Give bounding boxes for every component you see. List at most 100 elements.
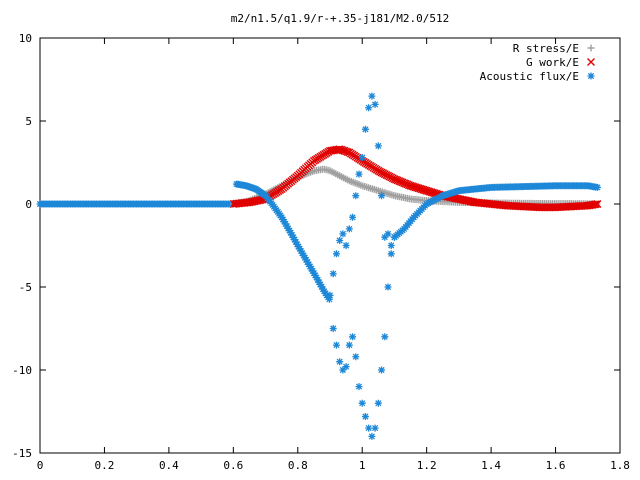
data-point [361, 412, 369, 420]
data-point [384, 230, 392, 238]
data-point [292, 238, 300, 246]
data-point [318, 283, 326, 291]
x-tick-label: 0.8 [288, 459, 308, 472]
data-point [294, 243, 302, 251]
data-point [326, 291, 334, 299]
y-tick-label: -10 [12, 364, 32, 377]
legend-marker [587, 58, 595, 66]
data-point [339, 230, 347, 238]
data-point [301, 254, 309, 262]
data-point [593, 183, 601, 191]
data-point [311, 271, 319, 279]
data-point [336, 237, 344, 245]
data-point [336, 358, 344, 366]
data-point [332, 250, 340, 258]
data-point [593, 200, 602, 208]
data-point [298, 249, 306, 257]
data-point [342, 242, 350, 249]
legend-label: R stress/E [513, 42, 579, 55]
data-point [332, 341, 340, 349]
data-point [296, 245, 304, 253]
data-point [378, 192, 386, 200]
data-point [280, 218, 288, 226]
data-point [315, 278, 323, 286]
data-point [314, 276, 322, 284]
data-point [329, 325, 337, 332]
x-tick-label: 0 [37, 459, 44, 472]
data-point [316, 281, 324, 289]
chart-title: m2/n1.5/q1.9/r-+.35-j181/M2.0/512 [231, 12, 450, 25]
x-tick-label: 1.6 [546, 459, 566, 472]
y-tick-label: 0 [25, 198, 32, 211]
x-tick-label: 1.4 [481, 459, 501, 472]
data-point [384, 283, 392, 291]
data-point [355, 170, 363, 178]
data-point [300, 251, 308, 259]
data-point [591, 200, 600, 209]
x-tick-label: 1 [359, 459, 366, 472]
data-point [303, 258, 311, 266]
data-point [371, 100, 379, 108]
data-point [305, 260, 313, 268]
data-marks [36, 92, 602, 440]
data-point [365, 104, 373, 112]
data-point [374, 399, 382, 407]
data-point [325, 295, 333, 303]
x-tick-label: 1.8 [610, 459, 630, 472]
legend-label: G work/E [526, 56, 579, 69]
data-point [358, 154, 366, 162]
x-tick-label: 0.2 [95, 459, 115, 472]
legend-label: Acoustic flux/E [480, 70, 579, 83]
data-point [361, 125, 369, 133]
x-tick-label: 0.6 [223, 459, 243, 472]
series-2 [36, 92, 601, 440]
legend-marker [587, 72, 595, 80]
data-point [310, 269, 318, 277]
data-point [283, 222, 291, 230]
data-point [345, 225, 353, 233]
data-point [368, 92, 376, 100]
data-point [387, 250, 395, 258]
data-point [307, 265, 315, 273]
data-point [282, 220, 290, 228]
data-point [287, 229, 295, 237]
data-point [309, 267, 317, 275]
data-point [358, 399, 366, 407]
data-point [306, 263, 314, 271]
axes: 0 0.2 0.4 0.6 0.8 1 1.2 1.4 1.6 1.8 -15 -10 -5 0 5 10 [12, 32, 630, 472]
data-point [371, 424, 379, 432]
data-point [297, 247, 305, 255]
plot-frame [39, 37, 621, 454]
data-point [352, 353, 360, 361]
x-tick-label: 0.4 [159, 459, 179, 472]
data-point [342, 363, 350, 371]
data-point [381, 333, 389, 341]
data-point [368, 432, 376, 440]
y-tick-label: 10 [19, 32, 32, 45]
data-point [312, 274, 320, 282]
y-tick-label: 5 [25, 115, 32, 128]
data-point [339, 366, 347, 374]
data-point [390, 233, 398, 241]
data-point [225, 200, 232, 208]
data-point [349, 333, 357, 341]
y-tick-label: -15 [12, 447, 32, 460]
data-point [349, 213, 357, 221]
data-point [355, 383, 363, 391]
data-point [381, 233, 389, 241]
y-tick-label: -5 [19, 281, 32, 294]
data-point [288, 231, 296, 239]
data-point [293, 240, 301, 248]
data-point [365, 424, 373, 432]
data-point [329, 270, 337, 278]
data-point [279, 215, 287, 223]
data-point [285, 227, 293, 235]
data-point [291, 236, 299, 244]
data-point [284, 224, 292, 232]
data-point [289, 233, 297, 241]
data-point [278, 213, 286, 221]
data-point [374, 142, 382, 150]
x-tick-label: 1.2 [417, 459, 437, 472]
